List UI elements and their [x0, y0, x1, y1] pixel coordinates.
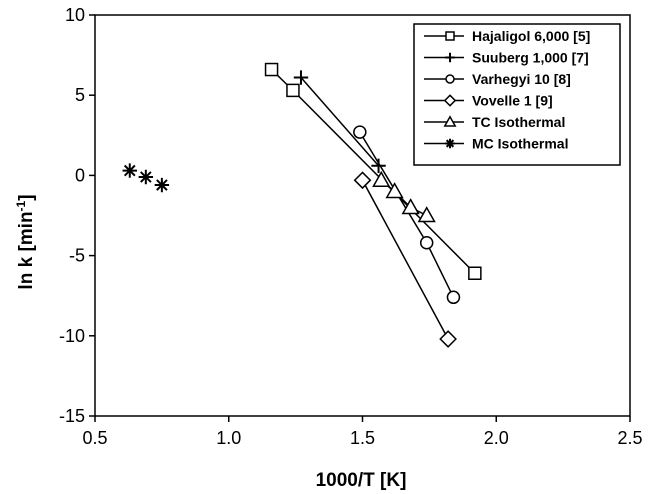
y-tick-label: 10 — [65, 5, 85, 25]
legend-marker — [445, 31, 455, 41]
legend-label: Vovelle 1 [9] — [472, 93, 553, 109]
legend-marker — [443, 115, 457, 127]
legend: Hajaligol 6,000 [5] Suuberg 1,000 [7] Varh… — [413, 23, 621, 166]
series-1 — [293, 70, 386, 173]
legend-item: Suuberg 1,000 [7] — [424, 50, 589, 66]
data-point — [446, 290, 461, 305]
data-point — [154, 177, 170, 193]
y-tick-label: -10 — [59, 326, 85, 346]
data-point — [417, 206, 436, 223]
legend-item: Varhegyi 10 [8] — [424, 71, 571, 87]
x-tick-label: 0.5 — [82, 428, 107, 448]
axes: 0.5 1.0 1.5 2.0 2.5 -15 -10 -5 0 5 10 — [59, 5, 643, 448]
legend-item: Hajaligol 6,000 [5] — [424, 28, 590, 44]
y-tick-label: -15 — [59, 406, 85, 426]
legend-item: MC Isothermal — [424, 136, 568, 152]
y-axis-title: ln k [min-1] — [14, 194, 37, 289]
legend-label: TC Isothermal — [472, 114, 565, 130]
series-3 — [353, 171, 457, 348]
legend-marker — [445, 52, 455, 63]
series-2 — [353, 125, 461, 305]
data-point — [138, 169, 154, 185]
data-point — [401, 198, 420, 215]
data-point — [385, 182, 404, 199]
series-5 — [122, 163, 170, 193]
y-axis-title-close: ] — [16, 194, 37, 200]
data-point — [122, 163, 137, 178]
x-tick-label: 2.0 — [484, 428, 509, 448]
x-tick-label: 1.5 — [350, 428, 375, 448]
y-tick-label: 0 — [75, 165, 85, 185]
data-point — [371, 158, 386, 173]
legend-label: MC Isothermal — [472, 136, 568, 152]
legend-label: Suuberg 1,000 [7] — [472, 50, 589, 66]
legend-marker — [443, 94, 457, 107]
data-point — [293, 70, 309, 85]
series-line — [361, 179, 449, 340]
data-point — [353, 125, 367, 139]
x-axis-title: 1000/T [K] — [316, 470, 407, 491]
data-point — [372, 170, 391, 187]
x-tick-label: 1.0 — [216, 428, 241, 448]
data-point — [439, 330, 457, 348]
y-tick-label: -5 — [69, 246, 85, 266]
legend-item: TC Isothermal — [424, 114, 565, 130]
y-axis-title-sup: -1 — [14, 200, 28, 211]
series-4 — [372, 170, 436, 223]
data-point — [419, 236, 434, 250]
series-layer — [122, 62, 482, 348]
legend-item: Vovelle 1 [9] — [424, 93, 553, 109]
data-point — [264, 62, 279, 77]
data-point — [353, 171, 372, 190]
legend-label: Hajaligol 6,000 [5] — [472, 28, 590, 44]
y-axis-title-main: ln k [min — [16, 211, 37, 289]
legend-marker — [445, 138, 455, 149]
x-tick-label: 2.5 — [617, 428, 642, 448]
data-point — [286, 83, 300, 98]
data-point — [468, 266, 482, 280]
legend-marker — [445, 74, 455, 84]
series-line — [300, 77, 380, 167]
legend-label: Varhegyi 10 [8] — [472, 71, 571, 87]
y-tick-label: 5 — [75, 85, 85, 105]
